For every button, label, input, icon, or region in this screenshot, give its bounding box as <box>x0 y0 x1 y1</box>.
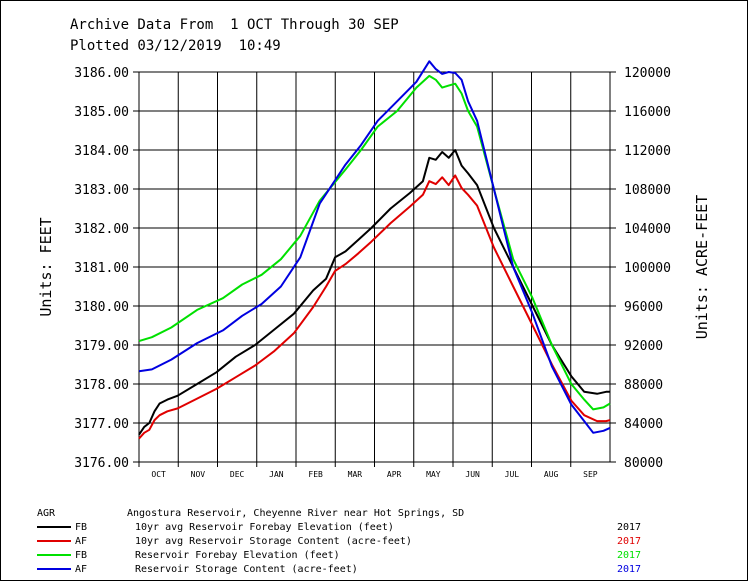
right-tick-label: 88000 <box>624 378 663 393</box>
right-tick-label: 112000 <box>624 144 671 159</box>
left-tick-label: 3177.00 <box>74 417 129 432</box>
legend-year: 2017 <box>617 550 641 561</box>
left-tick-label: 3181.00 <box>74 261 129 276</box>
legend-year: 2017 <box>617 564 641 575</box>
left-axis-label: Units: FEET <box>37 217 55 316</box>
month-tick-label: NOV <box>191 470 206 479</box>
month-tick-label: AUG <box>544 470 559 479</box>
month-tick-label: MAY <box>426 470 441 479</box>
month-tick-label: JUN <box>465 470 480 479</box>
month-axis-labels: OCT NOV DEC JAN FEB MAR APR MAY JUN JUL AUG SEP <box>138 462 598 479</box>
series-line-1 <box>138 149 610 436</box>
legend-rows: FB 10yr avg Reservoir Forebay Elevation (… <box>37 522 641 575</box>
right-tick-label: 96000 <box>624 300 663 315</box>
legend-label: 10yr avg Reservoir Forebay Elevation (fe… <box>135 522 394 533</box>
month-tick-label: MAR <box>348 470 363 479</box>
right-axis-label: Units: ACRE-FEET <box>693 195 711 340</box>
month-tick-label: JUL <box>505 470 520 479</box>
legend-code: AF <box>75 536 87 547</box>
right-tick-label: 100000 <box>624 261 671 276</box>
left-tick-label: 3179.00 <box>74 339 129 354</box>
legend-agency-code: AGR <box>37 508 56 519</box>
right-tick-label: 104000 <box>624 222 671 237</box>
right-tick-label: 116000 <box>624 105 671 120</box>
left-tick-label: 3180.00 <box>74 300 129 315</box>
legend-label: 10yr avg Reservoir Storage Content (acre… <box>135 536 412 547</box>
legend-station-name: Angostura Reservoir, Cheyenne River near… <box>127 508 464 519</box>
legend-label: Reservoir Storage Content (acre-feet) <box>135 564 358 575</box>
left-tick-label: 3178.00 <box>74 378 129 393</box>
month-tick-label: JAN <box>269 470 284 479</box>
month-tick-label: APR <box>387 470 402 479</box>
legend-code: AF <box>75 564 87 575</box>
series-line-2 <box>138 174 611 440</box>
legend: AGR Angostura Reservoir, Cheyenne River … <box>37 508 641 575</box>
month-tick-label: DEC <box>230 470 245 479</box>
right-tick-label: 92000 <box>624 339 663 354</box>
series-line-3 <box>138 74 611 411</box>
right-axis-ticks: 80000 84000 88000 92000 96000 100000 104000 108… <box>610 66 671 471</box>
legend-year: 2017 <box>617 522 641 533</box>
left-axis-ticks: 3176.00 3177.00 3178.00 3179.00 3180.00 3181.… <box>74 66 139 471</box>
legend-code: FB <box>75 550 87 561</box>
month-tick-label: OCT <box>151 470 166 479</box>
legend-code: FB <box>75 522 87 533</box>
left-tick-label: 3182.00 <box>74 222 129 237</box>
series-lines <box>138 60 611 440</box>
legend-year: 2017 <box>617 536 641 547</box>
right-tick-label: 84000 <box>624 417 663 432</box>
left-tick-label: 3176.00 <box>74 456 129 471</box>
right-tick-label: 120000 <box>624 66 671 81</box>
header-archive-range: Archive Data From 1 OCT Through 30 SEP <box>70 17 399 33</box>
plot-grid <box>139 72 610 462</box>
month-tick-label: SEP <box>583 470 598 479</box>
left-tick-label: 3186.00 <box>74 66 129 81</box>
left-tick-label: 3184.00 <box>74 144 129 159</box>
month-tick-label: FEB <box>308 470 323 479</box>
right-tick-label: 108000 <box>624 183 671 198</box>
left-tick-label: 3183.00 <box>74 183 129 198</box>
legend-label: Reservoir Forebay Elevation (feet) <box>135 550 340 561</box>
series-line-4 <box>138 60 611 434</box>
right-tick-label: 80000 <box>624 456 663 471</box>
left-tick-label: 3185.00 <box>74 105 129 120</box>
header-plotted-date: Plotted 03/12/2019 10:49 <box>70 38 281 54</box>
